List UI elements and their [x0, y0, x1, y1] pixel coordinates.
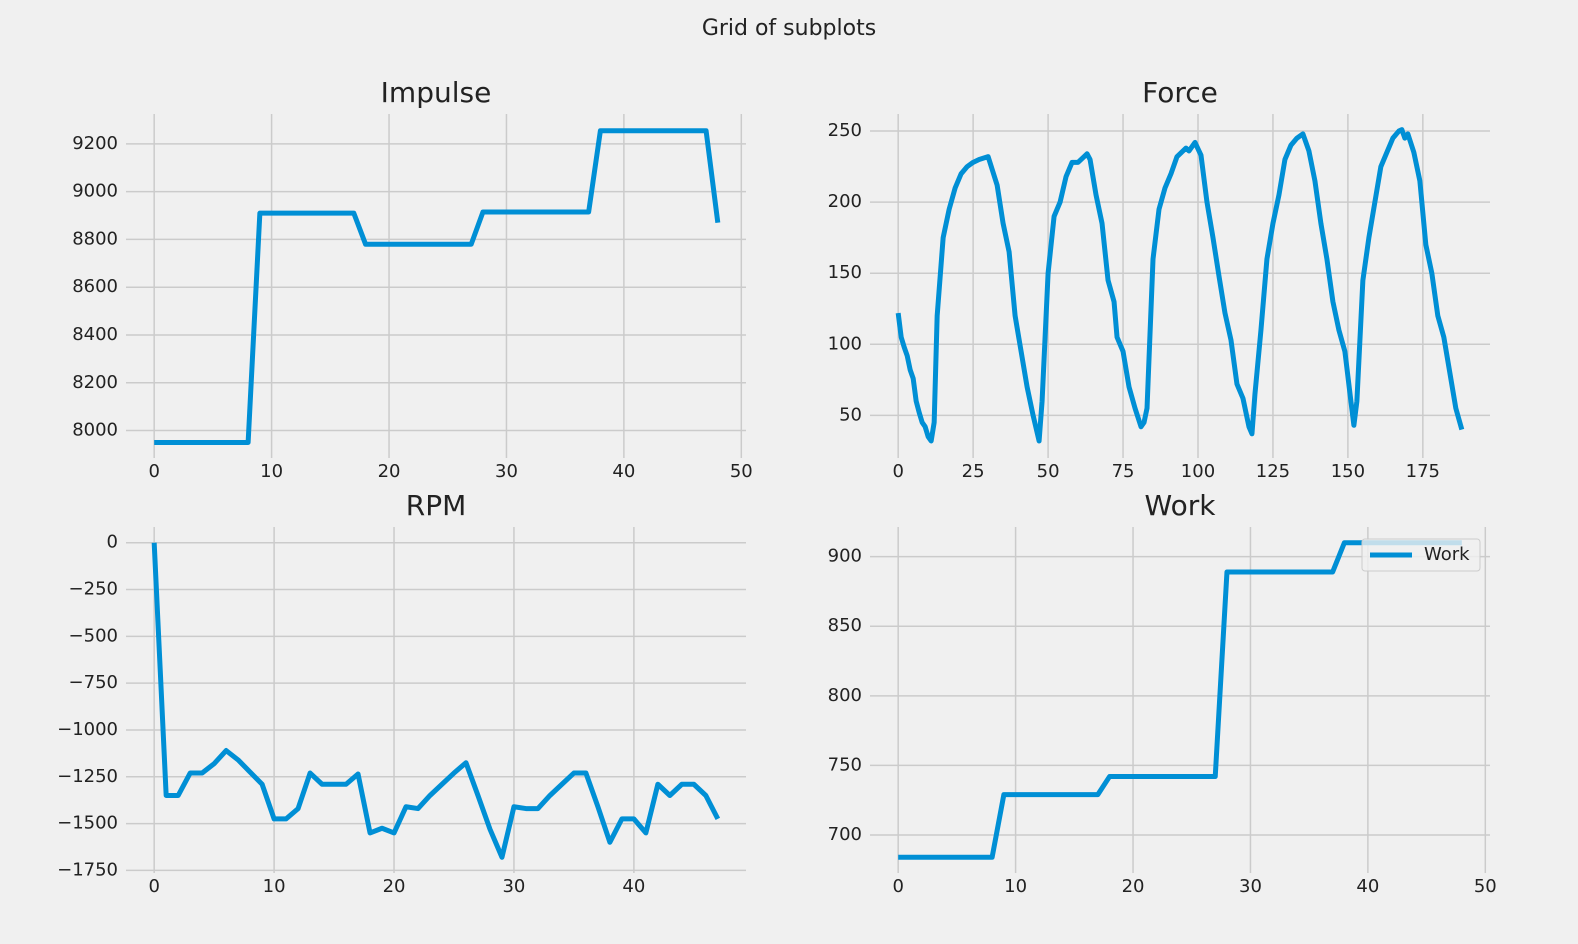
- y-tick-label: −1250: [57, 766, 118, 787]
- y-tick-label: 100: [828, 333, 862, 354]
- x-tick-label: 50: [1474, 876, 1497, 897]
- x-tick-label: 0: [892, 876, 903, 897]
- y-tick-label: 8000: [72, 420, 118, 441]
- y-tick-label: 50: [839, 404, 862, 425]
- y-tick-label: 150: [828, 262, 862, 283]
- line-series: [895, 127, 1465, 444]
- y-tick-label: 250: [828, 120, 862, 141]
- x-tick-label: 175: [1406, 461, 1440, 482]
- y-tick-label: −500: [69, 625, 118, 646]
- x-tick-label: 30: [495, 461, 518, 482]
- legend-label: Work: [1424, 544, 1470, 565]
- y-tick-label: 8600: [72, 276, 118, 297]
- subplot-title: Impulse: [381, 76, 492, 109]
- y-tick-label: −1000: [57, 719, 118, 740]
- y-tick-label: 8200: [72, 372, 118, 393]
- x-tick-label: 125: [1256, 461, 1290, 482]
- figure-title: Grid of subplots: [702, 16, 876, 41]
- y-tick-label: 0: [107, 532, 118, 553]
- y-tick-label: 750: [828, 754, 862, 775]
- x-tick-label: 30: [1239, 876, 1262, 897]
- x-tick-label: 10: [263, 876, 286, 897]
- legend-box: [1361, 538, 1481, 572]
- line-series: [154, 128, 721, 445]
- y-tick-label: 800: [828, 685, 862, 706]
- x-tick-label: 0: [148, 876, 159, 897]
- x-tick-label: 40: [1356, 876, 1379, 897]
- x-tick-label: 75: [1112, 461, 1135, 482]
- x-tick-label: 0: [148, 461, 159, 482]
- y-tick-label: −1750: [57, 859, 118, 880]
- y-tick-label: −750: [69, 672, 118, 693]
- x-tick-label: 20: [1122, 876, 1145, 897]
- y-tick-label: −250: [69, 579, 118, 600]
- y-tick-label: 9000: [72, 181, 118, 202]
- x-tick-label: 40: [612, 461, 635, 482]
- x-tick-label: 0: [892, 461, 903, 482]
- x-tick-label: 10: [1004, 876, 1027, 897]
- x-tick-label: 150: [1331, 461, 1365, 482]
- x-tick-label: 40: [622, 876, 645, 897]
- x-tick-label: 20: [383, 876, 406, 897]
- y-tick-label: 850: [828, 615, 862, 636]
- line-series: [151, 542, 721, 860]
- y-tick-label: 9200: [72, 133, 118, 154]
- x-tick-label: 25: [962, 461, 985, 482]
- subplot-title: RPM: [406, 489, 467, 522]
- x-tick-label: 20: [378, 461, 401, 482]
- y-tick-label: 200: [828, 191, 862, 212]
- x-tick-label: 50: [1037, 461, 1060, 482]
- y-tick-label: −1500: [57, 813, 118, 834]
- subplot-title: Work: [1145, 489, 1217, 522]
- x-tick-label: 50: [730, 461, 753, 482]
- subplot-title: Force: [1142, 76, 1218, 109]
- y-tick-label: 900: [828, 546, 862, 567]
- x-tick-label: 10: [260, 461, 283, 482]
- y-tick-label: 700: [828, 824, 862, 845]
- x-tick-label: 30: [502, 876, 525, 897]
- x-tick-label: 100: [1181, 461, 1215, 482]
- legend: Work: [1361, 538, 1481, 572]
- y-tick-label: 8400: [72, 324, 118, 345]
- y-tick-label: 8800: [72, 228, 118, 249]
